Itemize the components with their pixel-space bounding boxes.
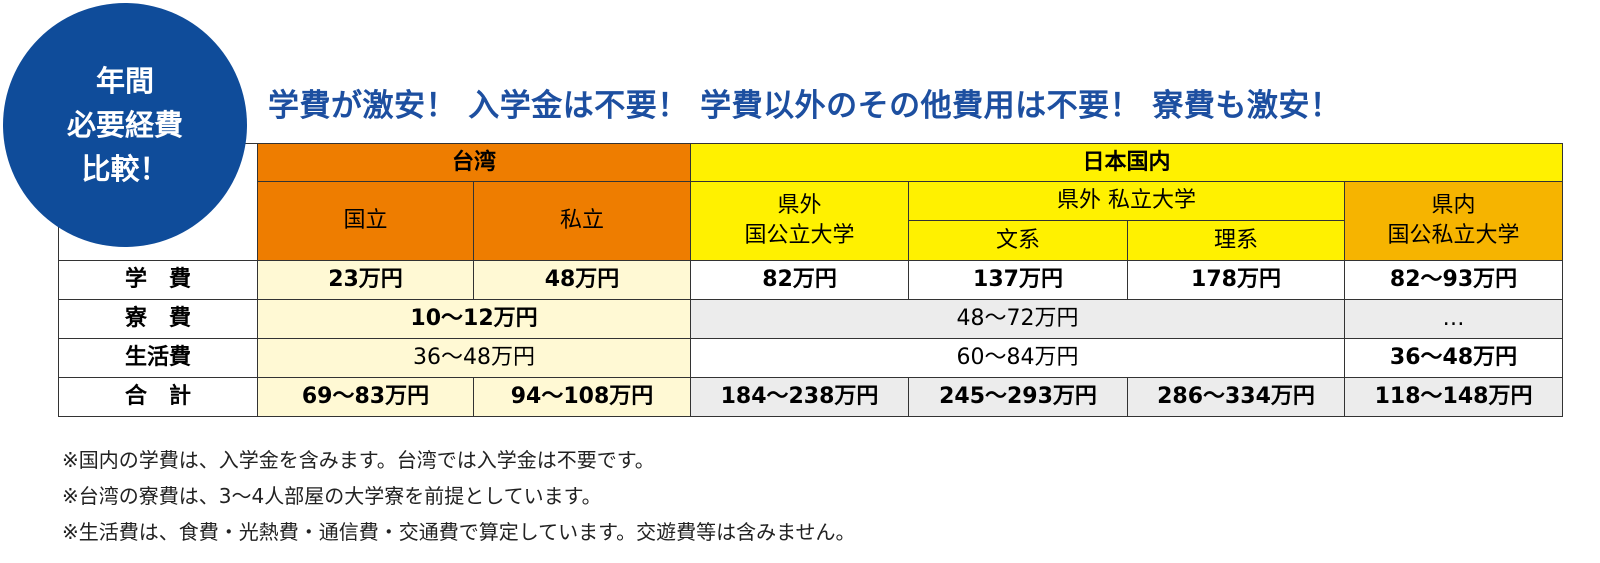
cell: 245〜293万円: [908, 377, 1129, 417]
row-label: 合 計: [58, 377, 258, 417]
row-label: 寮 費: [58, 299, 258, 339]
cell: 118〜148万円: [1344, 377, 1564, 417]
headline: 学費が激安！ 入学金は不要！ 学費以外のその他費用は不要！ 寮費も激安！: [268, 88, 1342, 124]
header-line: 県外: [777, 193, 822, 218]
header-cell: 理系: [1127, 220, 1346, 261]
row-label: 生活費: [58, 338, 258, 378]
header-line: 国公立大学: [744, 223, 855, 248]
cost-table: 台湾 日本国内 国立 私立 県外 国公立大学 県外 私立大学 県内 国公私立大学…: [58, 143, 1564, 417]
cell: 36〜48万円: [1344, 338, 1564, 378]
cell: 82万円: [690, 260, 910, 300]
cell: 178万円: [1127, 260, 1346, 300]
header-cell: 県内 国公私立大学: [1344, 181, 1564, 261]
cell: 10〜12万円: [256, 299, 692, 339]
header-cell: 県外 国公立大学: [690, 181, 910, 261]
header-cell: 国立: [257, 181, 474, 261]
cell: 69〜83万円: [257, 377, 474, 417]
cell: 82〜93万円: [1344, 260, 1564, 300]
cell: 36〜48万円: [256, 338, 692, 378]
row-label: 学 費: [58, 260, 258, 300]
cell: 94〜108万円: [472, 377, 692, 417]
header-line: 県内: [1431, 193, 1476, 218]
cell: 48万円: [472, 260, 692, 300]
header-cell: 日本国内: [690, 143, 1564, 182]
header-cell: 私立: [472, 181, 692, 261]
note: ※国内の学費は、入学金を含みます。台湾では入学金は不要です。: [62, 448, 655, 472]
cell: 184〜238万円: [690, 377, 910, 417]
notes: ※国内の学費は、入学金を含みます。台湾では入学金は不要です。 ※台湾の寮費は、3…: [62, 442, 856, 550]
header-cell: 県外 私立大学: [908, 181, 1346, 221]
header-line: 国公私立大学: [1387, 223, 1520, 248]
badge-line: 比較！: [81, 152, 169, 186]
note: ※生活費は、食費・光熱費・通信費・交通費で算定しています。交遊費等は含みません。: [62, 520, 856, 544]
header-cell: 台湾: [256, 143, 692, 182]
note: ※台湾の寮費は、3〜4人部屋の大学寮を前提としています。: [62, 484, 602, 508]
badge-line: 必要経費: [66, 108, 183, 142]
cell: 60〜84万円: [690, 338, 1346, 378]
cell: 48〜72万円: [690, 299, 1346, 339]
cell: 137万円: [908, 260, 1129, 300]
badge-line: 年間: [95, 64, 154, 98]
cell: …: [1344, 299, 1564, 339]
cell: 23万円: [257, 260, 474, 300]
header-cell: 文系: [908, 220, 1129, 261]
badge: 年間 必要経費 比較！: [3, 3, 247, 247]
cell: 286〜334万円: [1127, 377, 1346, 417]
